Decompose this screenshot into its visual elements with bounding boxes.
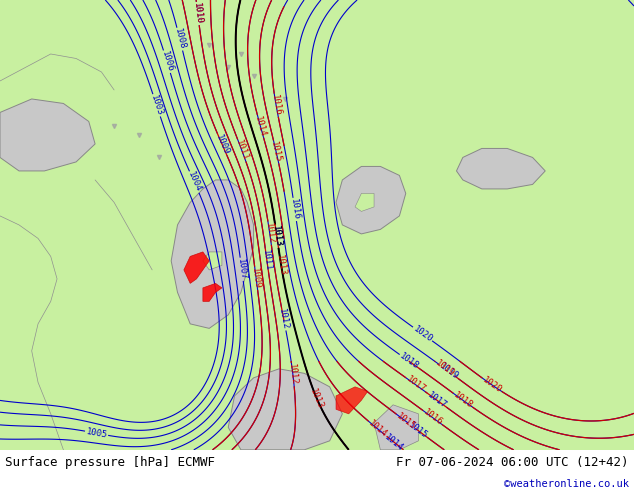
Text: 1012: 1012 [287,364,299,386]
Polygon shape [0,99,95,171]
Text: 1012: 1012 [264,222,276,245]
Text: 1020: 1020 [481,375,503,395]
Text: 1018: 1018 [398,351,420,371]
Text: 1014: 1014 [383,432,405,453]
Polygon shape [374,405,418,450]
Text: 1020: 1020 [411,324,434,344]
Text: 1009: 1009 [250,267,262,290]
Polygon shape [171,180,254,328]
Text: 1007: 1007 [236,258,248,281]
Text: 1017: 1017 [404,375,427,394]
Text: 1016: 1016 [421,408,444,428]
Polygon shape [203,283,222,301]
Text: 1017: 1017 [425,390,448,410]
Text: 1005: 1005 [85,427,108,440]
Text: 1006: 1006 [160,50,174,74]
Text: ©weatheronline.co.uk: ©weatheronline.co.uk [504,479,629,489]
Text: 1013: 1013 [275,253,287,276]
Polygon shape [203,252,222,270]
Text: 1013: 1013 [271,225,283,247]
Text: Surface pressure [hPa] ECMWF: Surface pressure [hPa] ECMWF [5,456,215,469]
Text: 1019: 1019 [437,362,460,382]
Polygon shape [184,252,209,283]
Text: 1016: 1016 [288,198,301,221]
Text: 1015: 1015 [394,411,417,431]
Polygon shape [456,148,545,189]
Text: 1013: 1013 [309,387,325,410]
Text: 1009: 1009 [214,133,231,156]
Text: 1018: 1018 [451,390,474,410]
Text: 1011: 1011 [234,139,250,162]
Text: 1010: 1010 [192,2,204,25]
Text: 1011: 1011 [261,249,273,271]
Polygon shape [228,369,342,450]
Text: 1014: 1014 [254,115,268,138]
Text: Fr 07-06-2024 06:00 UTC (12+42): Fr 07-06-2024 06:00 UTC (12+42) [396,456,629,469]
Text: 1015: 1015 [269,141,283,164]
Text: 1004: 1004 [186,171,203,194]
Text: 1014: 1014 [366,418,389,439]
Polygon shape [336,167,406,234]
Polygon shape [355,194,374,211]
Text: 1012: 1012 [277,308,290,330]
Text: 1008: 1008 [173,27,187,50]
Text: 1010: 1010 [192,2,204,25]
Text: 1019: 1019 [434,359,456,379]
Text: 1015: 1015 [406,420,429,441]
Text: 1003: 1003 [149,94,164,117]
Polygon shape [336,387,368,414]
Text: 1016: 1016 [270,94,282,117]
Text: 1013: 1013 [271,225,283,247]
